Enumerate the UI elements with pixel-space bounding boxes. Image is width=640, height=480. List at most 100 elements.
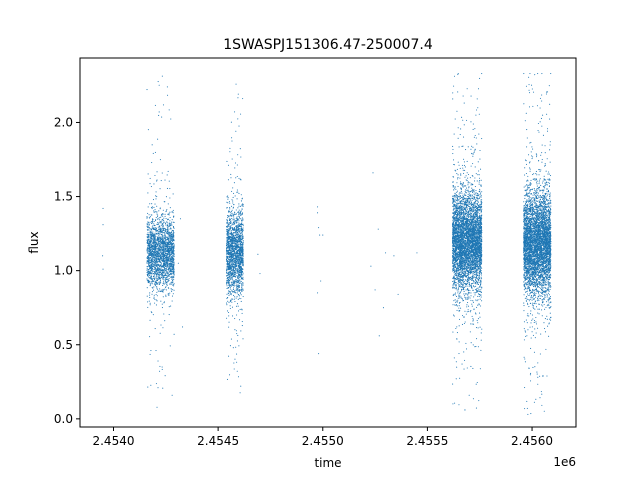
data-point [170,267,172,269]
data-point [227,215,229,217]
data-point [239,265,242,267]
data-point [228,222,230,224]
data-point [228,355,230,357]
data-point [160,252,162,254]
data-point [238,297,240,299]
data-point [162,227,164,230]
data-point [163,244,165,247]
data-point [227,300,229,302]
data-point [235,346,237,348]
data-point [240,253,242,255]
data-point [173,246,175,248]
data-point [168,231,170,233]
data-point [238,262,240,264]
data-point [161,257,163,260]
data-point [156,264,158,266]
data-point [162,224,164,226]
data-point [151,277,153,279]
data-point [163,302,165,304]
data-point [173,263,175,265]
data-point [232,241,234,243]
data-point [237,118,239,120]
data-point [164,261,166,263]
data-point [168,249,170,251]
data-point [455,327,457,330]
data-point [162,274,164,276]
data-point [230,245,232,248]
data-point [466,189,468,191]
data-point [166,271,168,273]
data-point [233,227,236,229]
data-point [234,247,236,249]
data-point [228,294,230,296]
data-point [154,225,156,227]
data-point [465,297,467,299]
data-point [161,303,163,305]
data-point [173,221,175,223]
data-point [230,279,232,281]
data-point [170,238,172,240]
data-point [146,252,148,254]
data-point [230,243,232,245]
data-point [239,308,241,311]
data-point [165,284,168,286]
data-point [234,239,236,241]
data-point [233,368,235,370]
data-point [235,292,237,294]
data-point [162,259,165,261]
data-point [152,314,154,316]
data-point [236,218,238,220]
data-point [155,272,157,274]
data-point [239,319,241,321]
data-point [235,255,237,257]
data-point [157,215,159,217]
data-point [160,290,162,292]
data-point [232,263,234,265]
data-point [231,249,233,251]
data-point [159,208,161,210]
data-point [171,219,173,221]
data-point [159,277,161,279]
data-point [170,232,172,234]
data-point [226,236,228,238]
data-point [475,190,477,192]
data-point [232,290,234,292]
data-point [153,273,155,275]
data-point [158,243,160,245]
data-point [238,217,241,219]
data-point [149,230,151,232]
data-point [235,285,237,287]
data-point [147,259,149,261]
data-point [162,226,164,228]
data-point [168,275,170,277]
data-point [470,165,472,167]
data-point [153,265,155,267]
data-point [229,229,231,231]
data-point [232,279,234,281]
data-point [153,240,155,242]
data-point [146,223,148,225]
data-point [233,214,235,216]
data-point [168,274,170,276]
data-point [156,273,158,276]
data-point [153,289,155,291]
data-point [240,276,242,278]
data-point [167,252,170,254]
data-point [167,250,169,252]
data-point [169,197,171,199]
data-point [474,218,476,220]
data-point [460,296,462,298]
data-point [457,174,459,176]
data-point [239,262,241,264]
data-point [241,208,243,210]
data-point [162,104,165,106]
data-point [226,249,228,252]
data-point [152,255,154,257]
data-point [149,267,152,269]
data-point [166,229,168,231]
data-point [228,279,230,281]
data-point [475,383,477,385]
data-point [163,250,165,252]
data-point [171,211,173,213]
